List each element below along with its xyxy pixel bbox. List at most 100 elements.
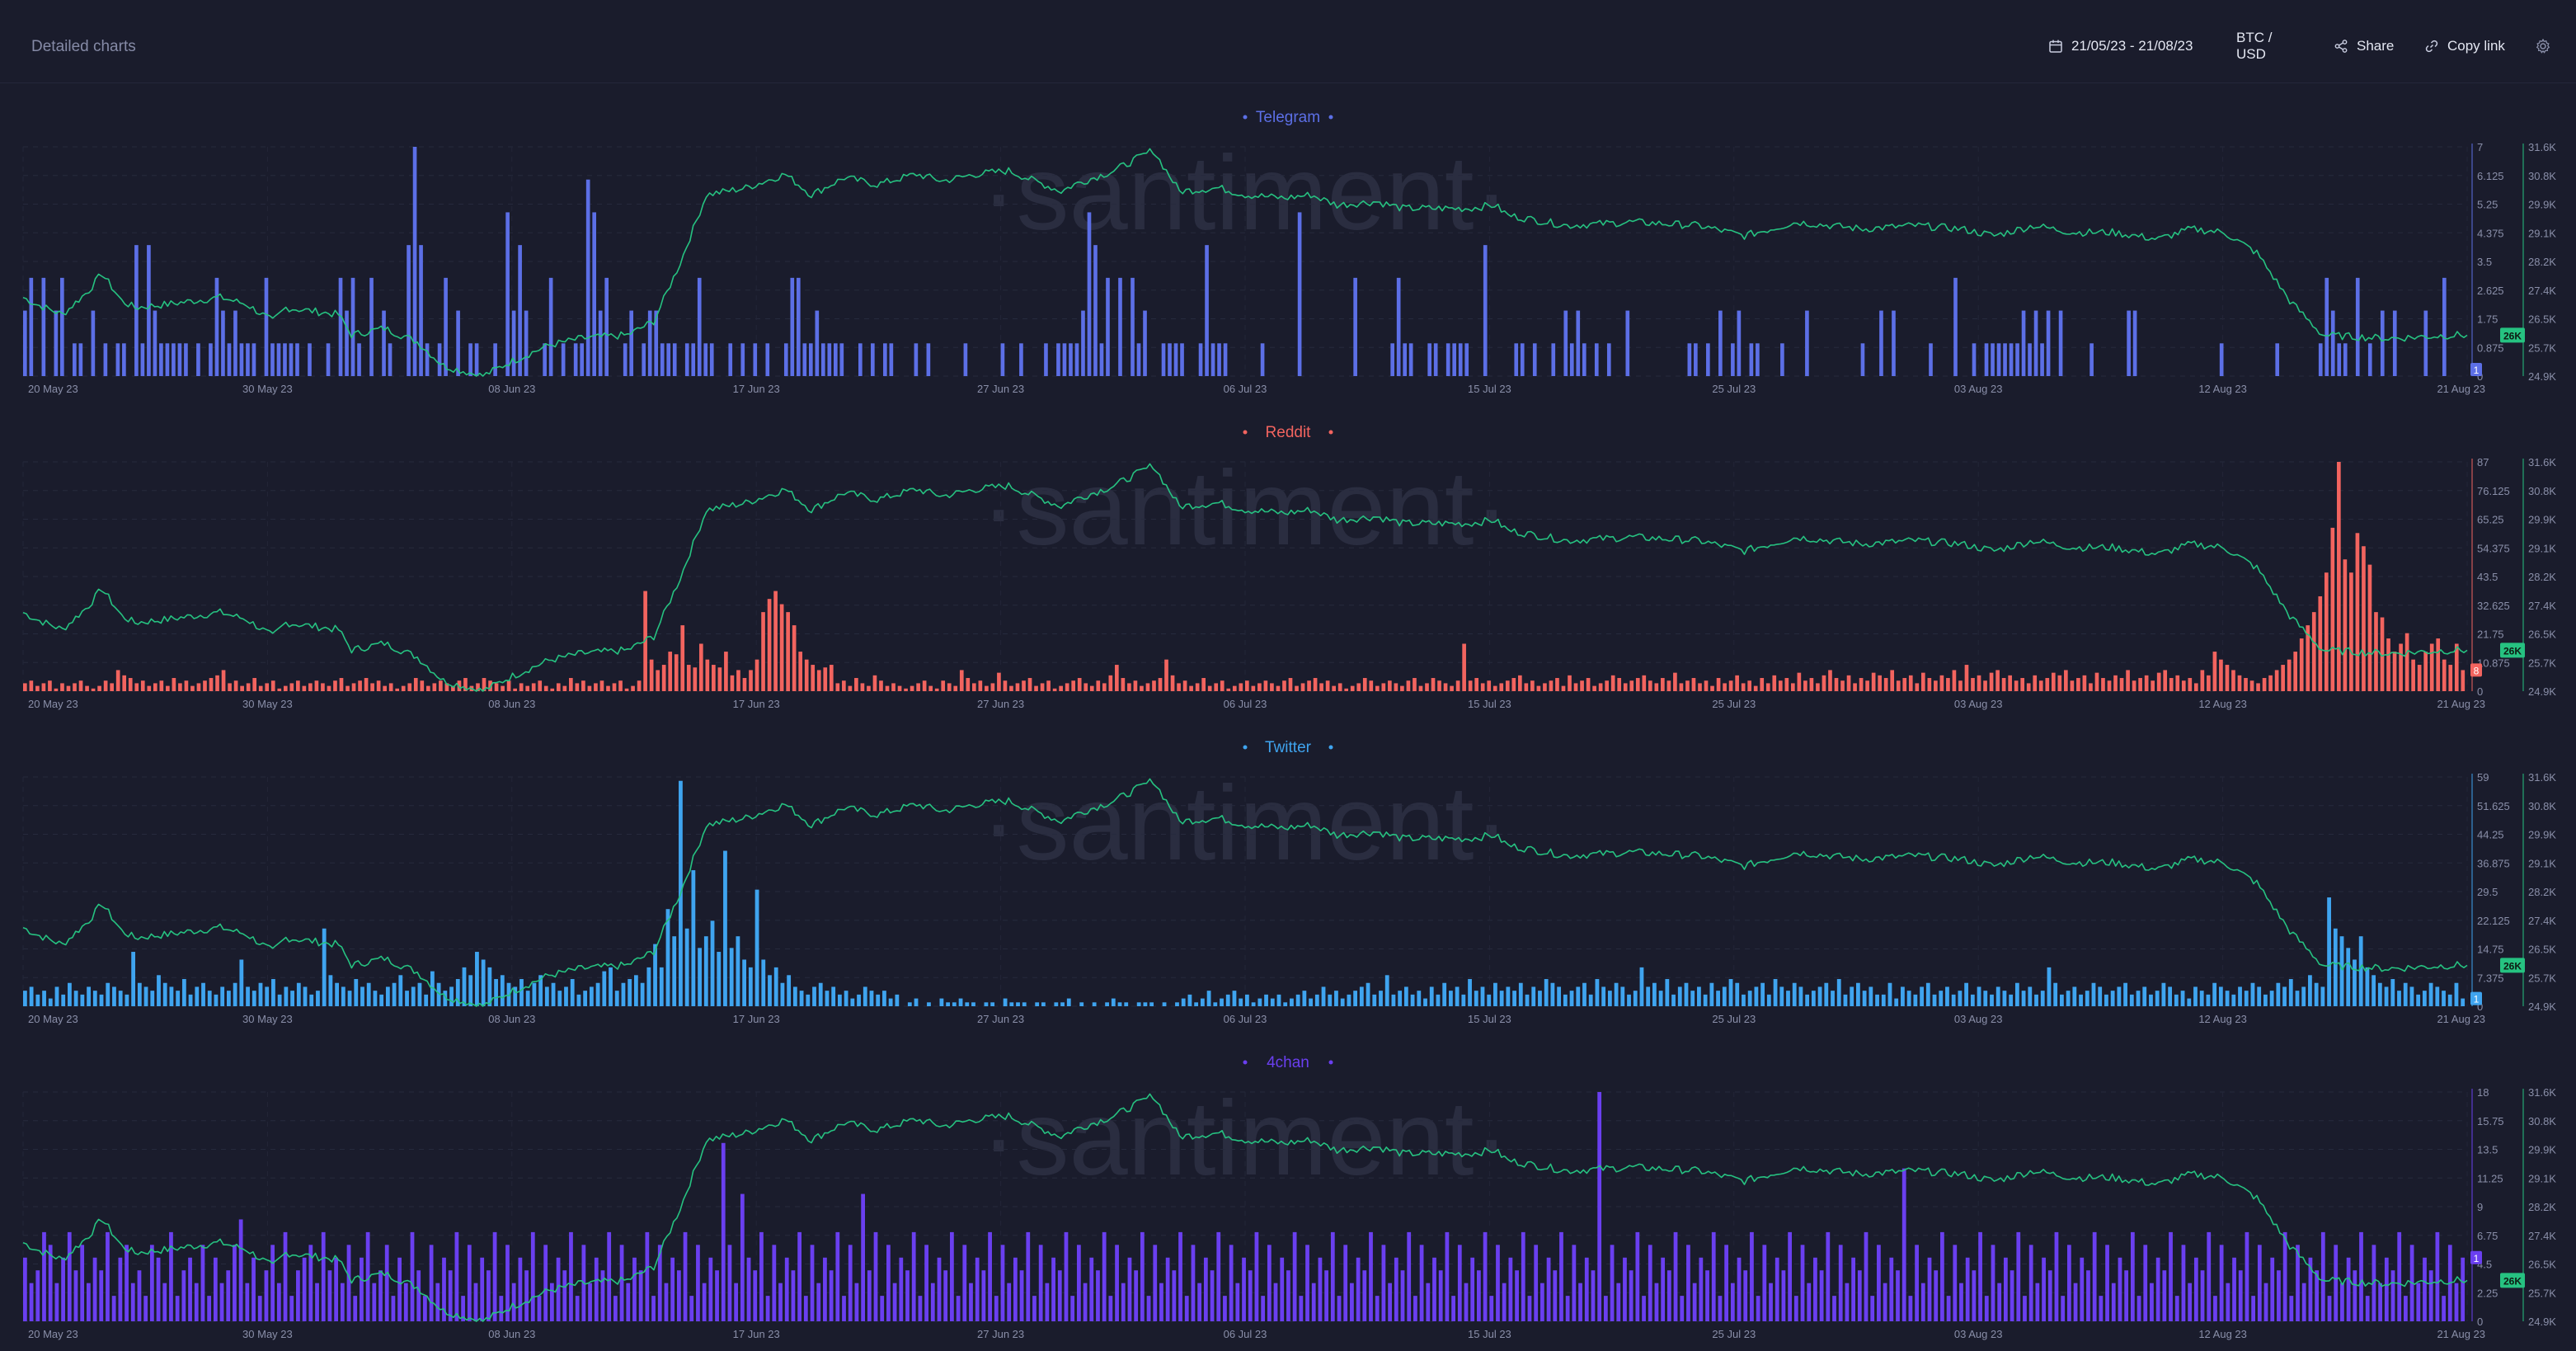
bar xyxy=(86,1283,91,1321)
settings-button[interactable] xyxy=(2527,30,2560,63)
x-tick-label: 17 Jun 23 xyxy=(733,383,780,395)
bar xyxy=(937,1257,942,1321)
bar xyxy=(1512,991,1516,1006)
bar xyxy=(1952,670,1957,691)
bar xyxy=(1531,986,1536,1006)
bar xyxy=(2028,986,2033,1006)
bar xyxy=(1201,678,1206,691)
bar xyxy=(1997,1283,2002,1321)
bar xyxy=(952,1002,957,1006)
bar xyxy=(670,1257,675,1321)
bar xyxy=(2132,310,2137,376)
bar xyxy=(1877,1245,1881,1321)
bar xyxy=(2374,612,2378,691)
bar xyxy=(1648,1245,1652,1321)
bar xyxy=(930,1283,935,1321)
bar xyxy=(784,1257,789,1321)
chart-title-telegram: Telegram xyxy=(1243,109,1333,126)
share-button[interactable]: Share xyxy=(2325,30,2406,63)
bar xyxy=(1853,683,1857,691)
bar xyxy=(734,1283,739,1321)
bar xyxy=(1257,998,1262,1006)
y-tick-label: 65.25 xyxy=(2477,514,2504,526)
bar xyxy=(761,959,766,1006)
bar xyxy=(2047,1270,2052,1321)
bar xyxy=(624,688,629,691)
bar xyxy=(2308,975,2312,1006)
bar xyxy=(1972,343,1977,376)
bar xyxy=(2046,310,2051,376)
y-tick-label: 10.875 xyxy=(2477,657,2510,669)
bar xyxy=(1958,991,1963,1006)
bar xyxy=(1875,994,1879,1006)
bar xyxy=(1149,1002,1154,1006)
bar xyxy=(2155,1257,2160,1321)
bar xyxy=(2092,1231,2097,1321)
bar xyxy=(570,979,575,1006)
date-range-button[interactable]: 21/05/23 - 21/08/23 xyxy=(2040,30,2220,63)
bar xyxy=(220,986,225,1006)
bar xyxy=(962,1245,967,1321)
bar xyxy=(240,685,244,691)
bar xyxy=(346,685,350,691)
bar xyxy=(1983,991,1988,1006)
copy-link-button[interactable]: Copy link xyxy=(2416,30,2517,63)
share-label: Share xyxy=(2357,38,2395,54)
bar xyxy=(2276,982,2281,1006)
bar xyxy=(203,680,207,691)
bar xyxy=(1925,982,1930,1006)
bar xyxy=(1972,1270,1977,1321)
bar xyxy=(134,683,139,691)
y-tick-label: 5.25 xyxy=(2477,199,2498,211)
bar xyxy=(1451,1296,1455,1321)
bar xyxy=(1216,1231,1221,1321)
bar xyxy=(1263,680,1268,691)
bar xyxy=(646,967,651,1006)
bar xyxy=(889,343,894,376)
bar xyxy=(1162,1002,1167,1006)
bar xyxy=(303,986,308,1006)
bar xyxy=(2299,638,2304,691)
bar xyxy=(835,683,840,691)
pair-selector-button[interactable]: BTC / USD xyxy=(2228,30,2310,63)
bar xyxy=(2040,343,2044,376)
bar xyxy=(792,986,797,1006)
bar xyxy=(157,975,161,1006)
bar xyxy=(2403,982,2408,1006)
x-tick-label: 15 Jul 23 xyxy=(1468,1013,1511,1025)
bar xyxy=(1423,998,1427,1006)
bar xyxy=(728,343,733,376)
bar xyxy=(29,986,34,1006)
bar xyxy=(1242,1257,1246,1321)
bar xyxy=(1521,1231,1525,1321)
bar xyxy=(196,343,200,376)
bar xyxy=(2277,1270,2281,1321)
bar xyxy=(1153,1245,1158,1321)
bar xyxy=(958,998,963,1006)
bar xyxy=(467,1245,472,1321)
bar xyxy=(2238,986,2242,1006)
bar xyxy=(354,979,359,1006)
bar xyxy=(959,670,964,691)
bar xyxy=(1984,1296,1989,1321)
bar xyxy=(1438,1270,1443,1321)
last-value-badge-text: 1 xyxy=(2474,365,2480,376)
bar xyxy=(786,612,790,691)
bar xyxy=(939,998,944,1006)
bar xyxy=(476,683,480,691)
bar xyxy=(519,979,524,1006)
bar xyxy=(1276,685,1281,691)
bar xyxy=(922,680,927,691)
bar xyxy=(691,343,696,376)
bar xyxy=(876,994,881,1006)
bar xyxy=(710,920,715,1006)
price-tick-label: 27.4K xyxy=(2528,915,2556,927)
bar xyxy=(1062,343,1067,376)
bar xyxy=(258,685,263,691)
bar xyxy=(246,343,250,376)
bar xyxy=(783,343,788,376)
bar xyxy=(1425,683,1429,691)
bar xyxy=(804,659,809,691)
bar xyxy=(439,680,443,691)
bar xyxy=(1172,1270,1177,1321)
